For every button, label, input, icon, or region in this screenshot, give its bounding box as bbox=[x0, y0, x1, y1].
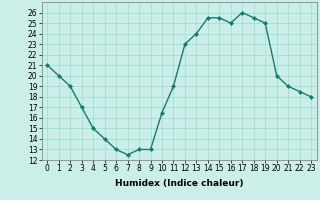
X-axis label: Humidex (Indice chaleur): Humidex (Indice chaleur) bbox=[115, 179, 244, 188]
